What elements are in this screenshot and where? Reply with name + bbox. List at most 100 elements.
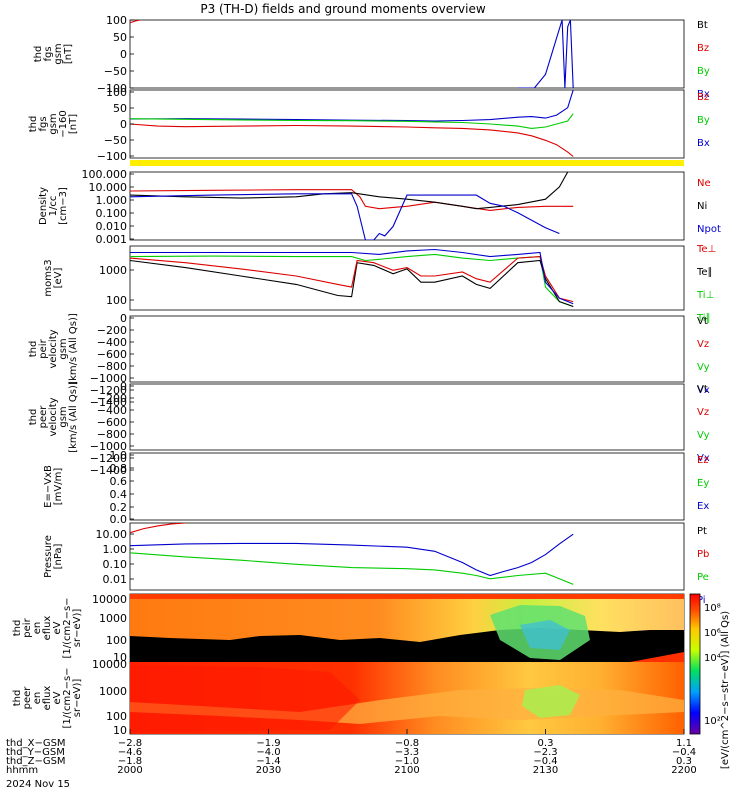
legend-entry: Te⊥ [696,244,716,255]
series-line-Pe [130,552,574,585]
legend-entry: Vy [697,362,710,373]
legend-entry: Bx [697,89,710,100]
x-tick-label: 0.3 [676,756,692,767]
legend-entry: Pe [697,572,709,583]
y-tick-label: −400 [97,336,127,349]
y-tick-label: −100 [97,150,127,163]
x-tick-label: −0.4 [533,756,557,767]
y-axis-label: −160 [58,110,69,137]
x-tick-label: −2.8 [118,738,142,749]
y-axis-label: peer [38,405,49,429]
y-axis-label: fgs [43,46,54,61]
y-tick-label: 1000 [99,612,127,625]
y-tick-label: 0.10 [103,558,128,571]
legend-entry: Vx [697,385,710,396]
panel-pressure: 10.00 1.00 0.10 0.01 Pressure [nPa] Pt Pb Pe Pi [43,522,709,606]
y-tick-label: 0 [120,380,127,393]
y-axis-label: en [32,692,43,705]
y-axis-label: [km/s (All Qs)] [68,313,79,385]
y-axis-label: moms3 [43,259,54,296]
x-tick-label: 2100 [394,765,419,776]
x-tick-label: 2030 [256,765,281,776]
legend-entry: Te∥ [696,267,713,278]
y-tick-label: 1000 [99,264,127,277]
legend-entry: Ti∥ [696,313,711,324]
panel-frame [129,171,685,241]
y-tick-label: 0.6 [110,475,128,488]
y-axis-label: E=−VxB [43,465,54,508]
panel-frame [129,245,685,311]
y-tick-label: 0.0 [110,513,128,526]
panel-fgs-gsm: 100 50 0 −50 −100 thd fgs gsm [nT] Bt Bz By Bx [33,14,710,100]
y-axis-label: [eV] [53,268,64,289]
x-tick-label: −1.9 [256,738,280,749]
legend-entry: Bx [697,138,710,149]
y-axis-label: [1/(cm2−s− [62,597,73,658]
peir-cyan-patch [520,620,570,650]
x-tick-label: −1.4 [256,756,280,767]
colorbar-gradient [689,593,701,735]
x-tick-label: −1.8 [118,756,142,767]
y-tick-label: −600 [97,416,127,429]
x-tick-label: 2200 [671,765,696,776]
y-axis-label: thd [28,341,39,358]
y-axis-label: peir [22,617,33,637]
y-tick-label: 0.100 [96,207,128,220]
series-line-Pb [130,523,186,534]
y-axis-label: [nPa] [53,543,64,569]
legend-entry: Ti⊥ [696,290,714,301]
x-tick-label: −2.3 [533,747,557,758]
y-tick-label: 0 [120,118,127,131]
legend-entry: Vt [697,316,708,327]
legend-entry: Bt [697,20,708,31]
y-tick-label: 0 [120,48,127,61]
series-line-Bz [130,20,142,24]
y-axis-label: peer [22,686,33,710]
y-axis-label: thd [28,409,39,426]
x-tick-label: 2130 [533,765,558,776]
colorbar: 10⁸ 10⁶ 10⁴ 10² [eV/(cm^2−s−str−eV)] (All Q… [689,593,731,769]
y-axis-label: gsm [53,43,64,64]
panel-frame [129,89,685,159]
y-tick-label: −200 [97,324,127,337]
series-line-Ti [130,253,574,308]
y-tick-label: −100 [97,82,127,95]
y-tick-label: 100 [106,86,127,99]
legend-entry: By [697,66,710,77]
series-line-Npot [130,193,560,240]
y-tick-label: 1000 [99,685,127,698]
x-tick-label: −4.6 [118,747,142,758]
y-tick-label: 10.000 [89,181,128,194]
y-tick-label: 0.2 [110,501,128,514]
y-tick-label: 10 [113,724,127,737]
y-tick-label: 50 [113,102,127,115]
colorbar-title: [eV/(cm^2−s−str−eV)] (All Qs) [720,611,731,769]
figure-title: P3 (TH-D) fields and ground moments over… [200,2,485,16]
y-axis-label: velocity [48,329,59,368]
y-tick-label: −1000 [90,372,127,385]
y-tick-label: −50 [104,134,127,147]
legend-entry: Vt [697,384,708,395]
y-tick-label: −200 [97,392,127,405]
y-axis-label: Density [38,187,49,225]
peer-spectrogram [130,662,684,734]
x-axis-row-label: thd_Z−GSM [6,756,66,767]
y-tick-label: 50 [113,31,127,44]
series-line-Bz [130,123,574,157]
panel-fgs-gsm-clip: 100 50 0 −50 −100 thd fgs gsm −160 [nT] Bz By Bx [28,86,710,163]
legend-entry: Npot [697,224,721,235]
panel-moms-temp: 1000 100 moms3 [eV] Te⊥ Te∥ Ti⊥ Ti∥ [43,244,716,324]
series-line-Bx [517,20,574,88]
legend-entry: Vz [697,407,709,418]
series-line-Te [130,259,574,308]
x-tick-label: −3.3 [395,747,419,758]
x-tick-label: 1.1 [676,738,692,749]
y-axis-label: [nT] [63,44,74,64]
y-tick-label: 100 [106,634,127,647]
x-tick-label: 2000 [117,765,142,776]
y-axis-label: gsm [48,113,59,134]
y-axis-label: thd [33,46,44,63]
series-line-Ni [130,172,569,210]
